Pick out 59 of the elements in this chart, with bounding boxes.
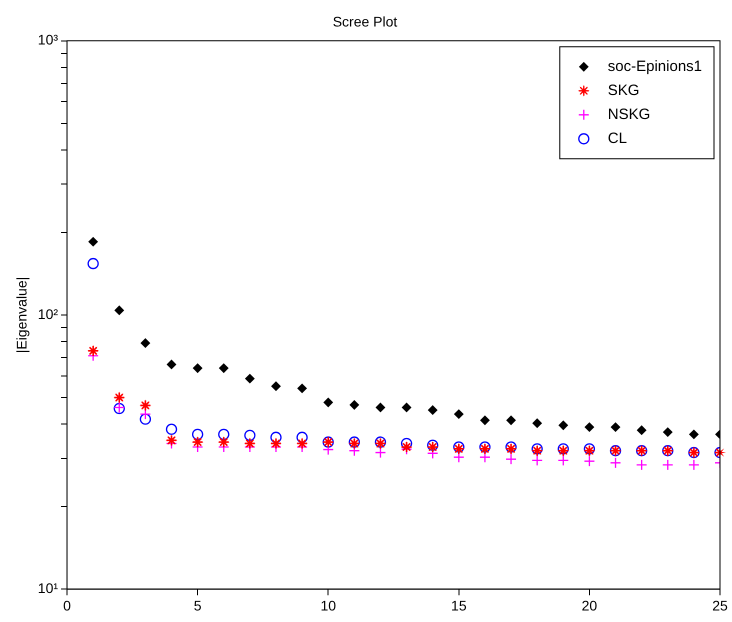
point: [558, 420, 568, 430]
x-tick-label: 0: [63, 597, 72, 614]
point: [374, 446, 386, 458]
point: [400, 438, 412, 450]
legend-label: NSKG: [608, 106, 650, 123]
point: [636, 426, 646, 435]
x-tick-label: 25: [712, 597, 728, 614]
legend-label: CL: [608, 130, 627, 147]
point: [479, 452, 491, 463]
point: [140, 414, 152, 425]
point: [166, 424, 178, 435]
point: [218, 428, 230, 440]
point: [610, 457, 622, 468]
x-tick-label: 10: [320, 597, 336, 614]
point: [532, 418, 542, 428]
point: [558, 454, 569, 466]
point: [402, 402, 412, 412]
point: [271, 382, 281, 391]
point: [376, 402, 386, 412]
point: [689, 430, 699, 440]
point: [505, 454, 517, 465]
point: [584, 422, 594, 432]
point: [610, 422, 620, 432]
point: [324, 398, 333, 408]
legend-label: soc-Epinions1: [608, 58, 702, 75]
y-tick-label: 10²: [38, 306, 58, 322]
point: [350, 400, 359, 410]
point: [114, 306, 124, 315]
point: [270, 432, 282, 443]
point: [192, 428, 204, 440]
point: [166, 360, 176, 370]
point: [88, 237, 98, 246]
point: [584, 456, 596, 467]
point: [297, 384, 307, 394]
point: [296, 432, 308, 443]
y-tick-label: 10¹: [38, 580, 58, 596]
point: [192, 363, 202, 373]
point: [532, 454, 543, 466]
point: [140, 408, 152, 420]
point: [688, 459, 700, 471]
point: [245, 374, 255, 384]
x-tick-label: 20: [582, 597, 598, 614]
point: [428, 405, 438, 415]
legend-label: SKG: [608, 82, 640, 99]
y-tick-label: 10³: [38, 32, 58, 48]
y-axis-title: |Eigenvalue|: [13, 276, 30, 354]
point: [506, 416, 516, 425]
point: [636, 459, 648, 471]
x-tick-label: 5: [194, 597, 202, 614]
point: [662, 459, 674, 471]
point: [88, 258, 99, 270]
point: [219, 363, 228, 373]
point: [244, 430, 256, 441]
point: [480, 416, 490, 425]
point: [140, 338, 150, 348]
point: [663, 427, 672, 437]
x-tick-label: 15: [451, 597, 467, 614]
chart-title: Scree Plot: [332, 13, 398, 30]
point: [454, 409, 464, 419]
